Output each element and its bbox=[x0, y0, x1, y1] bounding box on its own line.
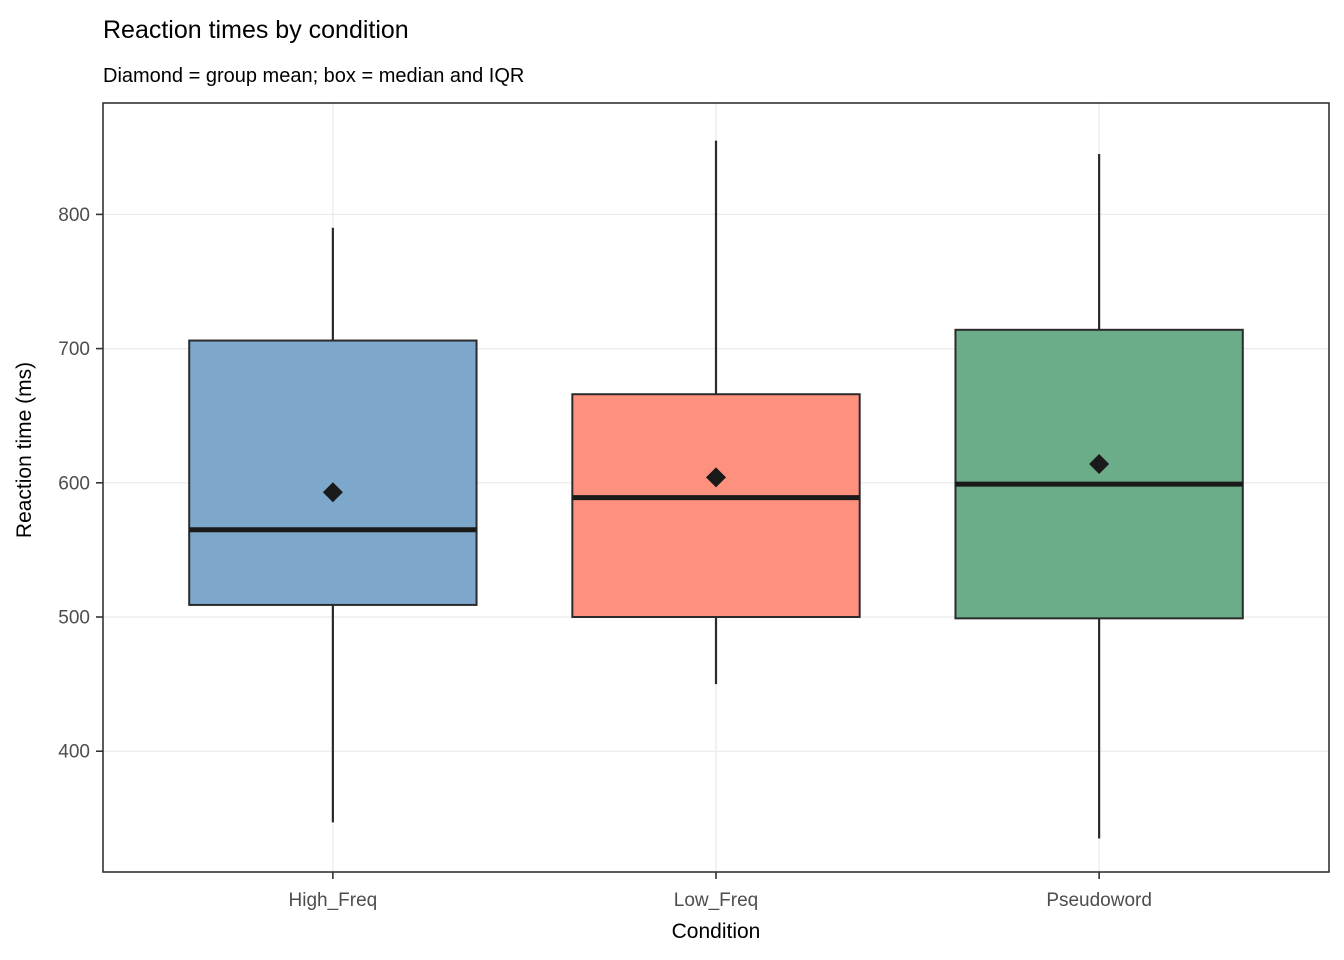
x-tick-label-High_Freq: High_Freq bbox=[289, 890, 378, 911]
x-tick-label-Pseudoword: Pseudoword bbox=[1046, 890, 1152, 911]
x-axis-title: Condition bbox=[672, 920, 761, 943]
chart-title: Reaction times by condition bbox=[103, 16, 409, 44]
y-tick-label: 700 bbox=[58, 339, 90, 360]
x-tick-label-Low_Freq: Low_Freq bbox=[674, 890, 759, 911]
iqr-box-High_Freq bbox=[188, 339, 478, 606]
y-tick-label: 600 bbox=[58, 473, 90, 494]
plot-panel: 400 500 600 700 800 High_Freq Low_Freq Pseudowo… bbox=[58, 102, 1330, 911]
y-tick-label: 400 bbox=[58, 742, 90, 763]
y-tick-label: 500 bbox=[58, 608, 90, 629]
mean-diamond-High_Freq bbox=[322, 482, 343, 503]
mean-diamond-Pseudoword bbox=[1089, 454, 1110, 475]
mean-diamond-Low_Freq bbox=[706, 467, 726, 488]
y-tick-label: 800 bbox=[58, 205, 90, 226]
iqr-box-Pseudoword bbox=[954, 328, 1244, 620]
iqr-box-Low_Freq bbox=[571, 393, 861, 619]
y-axis-title: Reaction time (ms) bbox=[13, 362, 36, 538]
chart-subtitle: Diamond = group mean; box = median and I… bbox=[103, 65, 524, 87]
